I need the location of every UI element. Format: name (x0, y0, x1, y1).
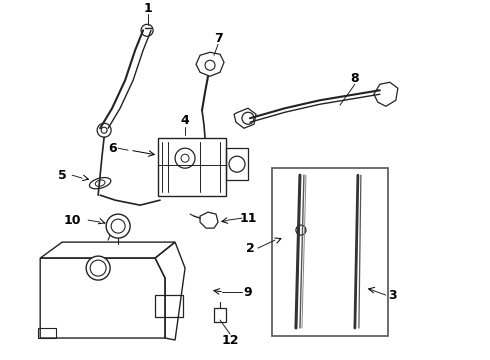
Text: 10: 10 (63, 213, 81, 227)
Circle shape (296, 225, 306, 235)
Text: 6: 6 (108, 142, 117, 155)
Text: 4: 4 (181, 114, 190, 127)
Text: 3: 3 (389, 289, 397, 302)
Circle shape (141, 24, 153, 36)
Text: 12: 12 (221, 333, 239, 347)
Bar (155, 295, 183, 317)
Text: 9: 9 (244, 285, 252, 298)
Text: 1: 1 (144, 2, 152, 15)
Text: 5: 5 (58, 169, 67, 182)
Circle shape (86, 256, 110, 280)
Bar (272, 168, 388, 336)
Bar (214, 308, 226, 322)
Bar (226, 148, 248, 180)
Text: 7: 7 (214, 32, 222, 45)
Text: 2: 2 (245, 242, 254, 255)
Text: 11: 11 (239, 212, 257, 225)
Text: 8: 8 (350, 72, 359, 85)
Bar (38, 328, 56, 338)
Bar (158, 138, 226, 196)
